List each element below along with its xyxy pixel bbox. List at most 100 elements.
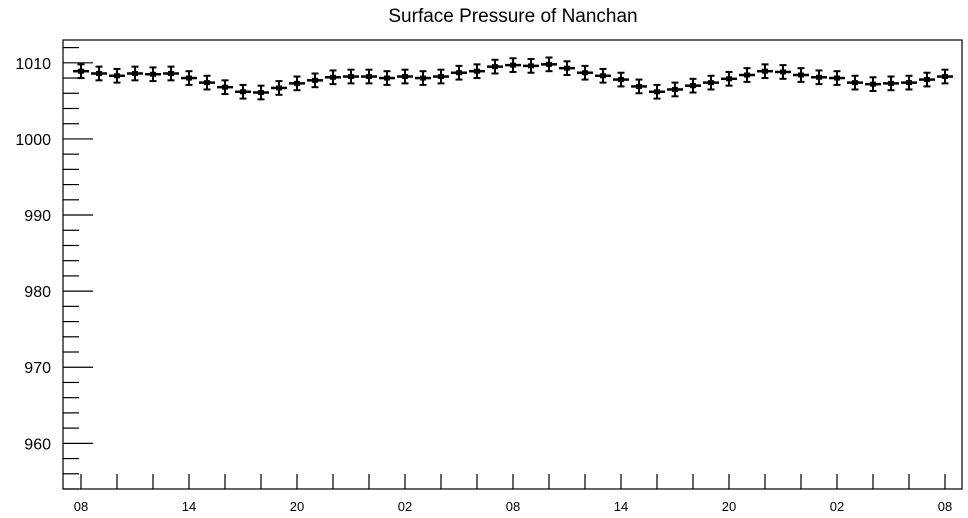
data-point bbox=[811, 69, 827, 86]
point-marker bbox=[312, 77, 318, 83]
data-point bbox=[469, 63, 485, 80]
data-point bbox=[937, 68, 953, 85]
point-marker bbox=[834, 75, 840, 81]
data-point bbox=[739, 67, 755, 83]
point-marker bbox=[240, 89, 246, 95]
data-point bbox=[595, 67, 611, 84]
point-marker bbox=[168, 70, 174, 76]
x-tick-label: 08 bbox=[74, 499, 88, 514]
data-point bbox=[217, 79, 233, 96]
point-marker bbox=[924, 77, 930, 83]
point-marker bbox=[456, 70, 462, 76]
y-tick-label: 980 bbox=[24, 284, 51, 301]
point-marker bbox=[528, 63, 534, 69]
x-tick-label: 14 bbox=[614, 499, 628, 514]
data-point bbox=[235, 83, 251, 100]
data-point bbox=[397, 68, 413, 85]
x-tick-label: 02 bbox=[398, 499, 412, 514]
data-point bbox=[109, 67, 125, 84]
point-marker bbox=[852, 80, 858, 86]
point-marker bbox=[618, 77, 624, 83]
data-point bbox=[649, 83, 665, 100]
data-point bbox=[307, 72, 323, 89]
point-marker bbox=[906, 80, 912, 86]
data-point bbox=[505, 57, 521, 73]
data-point bbox=[379, 70, 395, 86]
data-point bbox=[415, 70, 431, 86]
point-marker bbox=[492, 64, 498, 70]
point-marker bbox=[150, 71, 156, 77]
y-tick-label: 960 bbox=[24, 436, 51, 453]
point-marker bbox=[510, 62, 516, 68]
point-marker bbox=[186, 75, 192, 81]
data-point bbox=[199, 74, 215, 91]
data-point bbox=[901, 74, 917, 91]
point-marker bbox=[564, 65, 570, 71]
data-point bbox=[343, 68, 359, 85]
x-axis: 08 14 20 02 08 14 20 02 08 bbox=[74, 474, 952, 514]
data-point bbox=[919, 71, 935, 88]
point-marker bbox=[744, 72, 750, 78]
point-marker bbox=[276, 85, 282, 91]
point-marker bbox=[942, 74, 948, 80]
y-tick-label: 970 bbox=[24, 360, 51, 377]
x-tick-label: 14 bbox=[182, 499, 196, 514]
data-point bbox=[721, 70, 737, 87]
data-point bbox=[325, 69, 341, 86]
data-point bbox=[667, 81, 683, 98]
point-marker bbox=[420, 75, 426, 81]
y-tick-label: 1000 bbox=[15, 132, 51, 149]
data-point bbox=[181, 70, 197, 86]
point-marker bbox=[600, 73, 606, 79]
point-marker bbox=[78, 68, 84, 74]
data-point bbox=[685, 77, 701, 94]
x-tick-label: 20 bbox=[722, 499, 736, 514]
data-point bbox=[361, 68, 377, 85]
point-marker bbox=[204, 80, 210, 86]
point-marker bbox=[438, 74, 444, 80]
point-marker bbox=[762, 68, 768, 74]
point-marker bbox=[546, 61, 552, 67]
y-axis: 960 970 980 990 1000 1010 bbox=[15, 47, 93, 490]
data-point bbox=[163, 65, 179, 82]
data-point bbox=[829, 70, 845, 86]
data-point bbox=[577, 64, 593, 81]
point-marker bbox=[294, 80, 300, 86]
data-point bbox=[793, 67, 809, 83]
point-marker bbox=[870, 81, 876, 87]
data-point bbox=[757, 63, 773, 80]
data-point bbox=[541, 56, 557, 73]
point-marker bbox=[798, 72, 804, 78]
chart-title: Surface Pressure of Nanchan bbox=[388, 6, 637, 27]
data-point bbox=[559, 60, 575, 77]
data-point bbox=[271, 80, 287, 96]
point-marker bbox=[258, 90, 264, 96]
data-point bbox=[127, 65, 143, 82]
point-marker bbox=[726, 76, 732, 82]
data-point bbox=[847, 74, 863, 91]
x-tick-label: 02 bbox=[830, 499, 844, 514]
data-point bbox=[523, 58, 539, 74]
data-point bbox=[865, 76, 881, 92]
y-tick-label: 990 bbox=[24, 208, 51, 225]
data-point bbox=[613, 71, 629, 88]
data-point bbox=[631, 78, 647, 95]
point-marker bbox=[582, 70, 588, 76]
data-point bbox=[91, 65, 107, 82]
x-tick-label: 08 bbox=[506, 499, 520, 514]
point-marker bbox=[114, 73, 120, 79]
point-marker bbox=[636, 83, 642, 89]
point-marker bbox=[222, 84, 228, 90]
data-point bbox=[703, 74, 719, 91]
point-marker bbox=[780, 69, 786, 75]
point-marker bbox=[654, 89, 660, 95]
data-point bbox=[487, 58, 503, 75]
point-marker bbox=[330, 74, 336, 80]
x-tick-label: 08 bbox=[938, 499, 952, 514]
point-marker bbox=[690, 83, 696, 89]
data-point bbox=[775, 64, 791, 80]
point-marker bbox=[366, 74, 372, 80]
point-marker bbox=[888, 80, 894, 86]
point-marker bbox=[816, 74, 822, 80]
